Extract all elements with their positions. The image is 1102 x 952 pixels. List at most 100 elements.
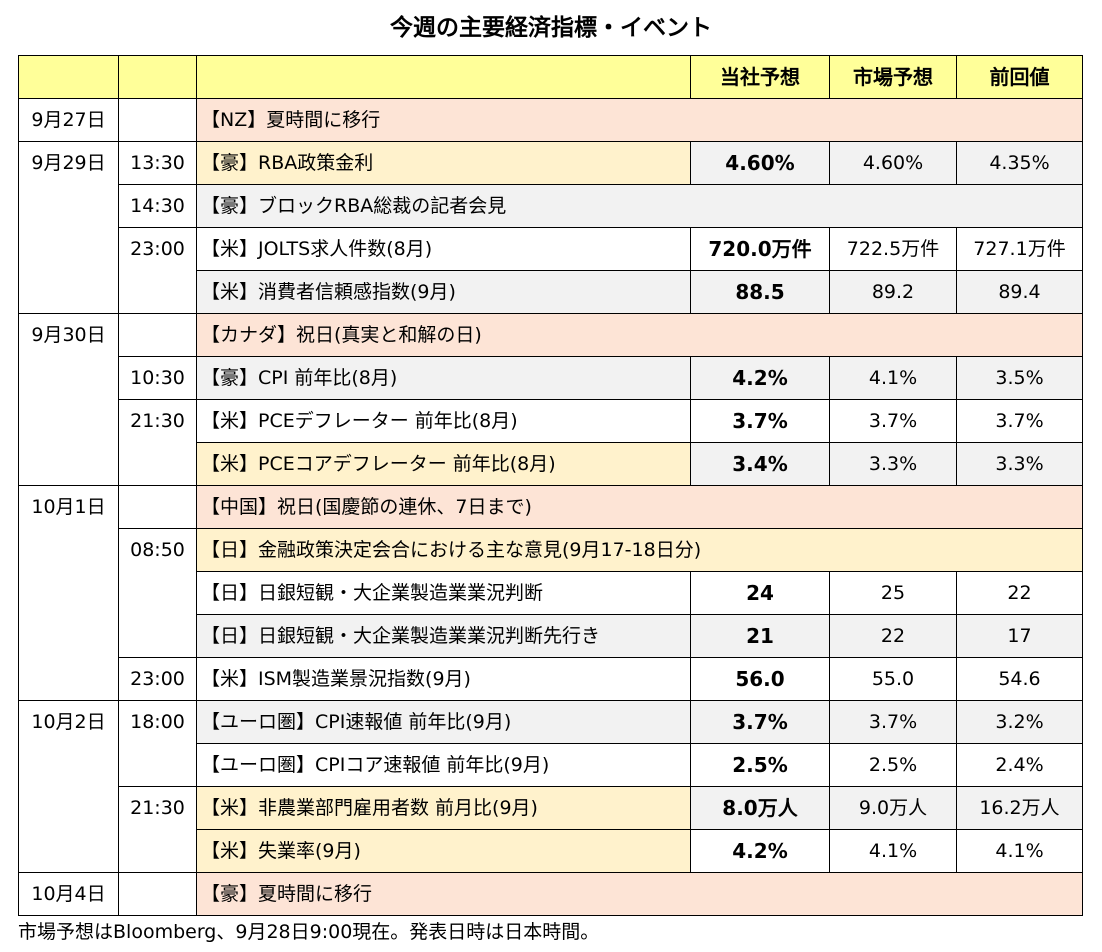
row-date bbox=[18, 614, 119, 658]
row-time: 08:50 bbox=[118, 528, 197, 572]
row-date: 9月29日 bbox=[18, 141, 119, 185]
row-time: 21:30 bbox=[118, 786, 197, 830]
row-forecast: 4.60% bbox=[690, 141, 830, 185]
row-previous: 3.5% bbox=[956, 356, 1083, 400]
row-date bbox=[18, 786, 119, 830]
row-forecast: 720.0万件 bbox=[690, 227, 830, 271]
table-row: 14:30 【豪】ブロックRBA総裁の記者会見 bbox=[18, 184, 1083, 228]
row-market: 3.7% bbox=[829, 700, 957, 744]
row-date: 10月4日 bbox=[18, 872, 119, 916]
row-event: 【豪】ブロックRBA総裁の記者会見 bbox=[196, 184, 1083, 228]
row-date bbox=[18, 399, 119, 443]
row-market: 722.5万件 bbox=[829, 227, 957, 271]
row-time: 13:30 bbox=[118, 141, 197, 185]
row-time: 18:00 bbox=[118, 700, 197, 744]
row-date: 10月2日 bbox=[18, 700, 119, 744]
row-previous: 4.35% bbox=[956, 141, 1083, 185]
row-event: 【NZ】夏時間に移行 bbox=[196, 98, 1083, 142]
row-previous: 727.1万件 bbox=[956, 227, 1083, 271]
row-forecast: 3.7% bbox=[690, 399, 830, 443]
row-forecast: 3.7% bbox=[690, 700, 830, 744]
row-market: 89.2 bbox=[829, 270, 957, 314]
table-row: 21:30 【米】非農業部門雇用者数 前月比(9月) 8.0万人 9.0万人 1… bbox=[18, 786, 1083, 830]
row-event: 【ユーロ圏】CPIコア速報値 前年比(9月) bbox=[196, 743, 691, 787]
row-market: 55.0 bbox=[829, 657, 957, 701]
row-time bbox=[118, 485, 197, 529]
row-market: 9.0万人 bbox=[829, 786, 957, 830]
row-forecast: 8.0万人 bbox=[690, 786, 830, 830]
row-time bbox=[118, 614, 197, 658]
row-date: 9月27日 bbox=[18, 98, 119, 142]
row-previous: 16.2万人 bbox=[956, 786, 1083, 830]
row-event: 【豪】RBA政策金利 bbox=[196, 141, 691, 185]
row-time: 23:00 bbox=[118, 227, 197, 271]
footnote: 市場予想はBloomberg、9月28日9:00現在。発表日時は日本時間。 bbox=[18, 921, 600, 943]
economic-calendar-table: 当社予想 市場予想 前回値 9月27日 【NZ】夏時間に移行 9月29日 13:… bbox=[18, 55, 1083, 916]
page-title: 今週の主要経済指標・イベント bbox=[390, 15, 712, 41]
header-date-cell bbox=[18, 55, 119, 99]
row-time: 14:30 bbox=[118, 184, 197, 228]
row-market: 3.7% bbox=[829, 399, 957, 443]
row-event: 【米】JOLTS求人件数(8月) bbox=[196, 227, 691, 271]
table-row: 10月4日 【豪】夏時間に移行 bbox=[18, 872, 1083, 916]
row-previous: 3.3% bbox=[956, 442, 1083, 486]
row-market: 25 bbox=[829, 571, 957, 615]
row-time bbox=[118, 571, 197, 615]
row-event: 【米】ISM製造業景況指数(9月) bbox=[196, 657, 691, 701]
row-previous: 3.2% bbox=[956, 700, 1083, 744]
header-time-cell bbox=[118, 55, 197, 99]
row-event: 【日】日銀短観・大企業製造業業況判断先行き bbox=[196, 614, 691, 658]
row-market: 22 bbox=[829, 614, 957, 658]
table-row: 【日】日銀短観・大企業製造業業況判断先行き 21 22 17 bbox=[18, 614, 1083, 658]
row-date bbox=[18, 270, 119, 314]
row-forecast: 4.2% bbox=[690, 356, 830, 400]
row-previous: 54.6 bbox=[956, 657, 1083, 701]
row-event: 【中国】祝日(国慶節の連休、7日まで) bbox=[196, 485, 1083, 529]
row-date bbox=[18, 356, 119, 400]
row-event: 【ユーロ圏】CPI速報値 前年比(9月) bbox=[196, 700, 691, 744]
row-time: 21:30 bbox=[118, 399, 197, 443]
header-market: 市場予想 bbox=[829, 55, 957, 99]
table-row: 【ユーロ圏】CPIコア速報値 前年比(9月) 2.5% 2.5% 2.4% bbox=[18, 743, 1083, 787]
row-forecast: 56.0 bbox=[690, 657, 830, 701]
table-row: 【米】消費者信頼感指数(9月) 88.5 89.2 89.4 bbox=[18, 270, 1083, 314]
row-event: 【米】失業率(9月) bbox=[196, 829, 691, 873]
row-time bbox=[118, 270, 197, 314]
row-forecast: 21 bbox=[690, 614, 830, 658]
row-event: 【日】金融政策決定会合における主な意見(9月17-18日分) bbox=[196, 528, 1083, 572]
row-event: 【米】消費者信頼感指数(9月) bbox=[196, 270, 691, 314]
table-row: 【米】PCEコアデフレーター 前年比(8月) 3.4% 3.3% 3.3% bbox=[18, 442, 1083, 486]
row-date bbox=[18, 227, 119, 271]
row-date bbox=[18, 743, 119, 787]
header-event-cell bbox=[196, 55, 691, 99]
row-event: 【豪】夏時間に移行 bbox=[196, 872, 1083, 916]
row-previous: 17 bbox=[956, 614, 1083, 658]
row-forecast: 88.5 bbox=[690, 270, 830, 314]
row-time: 23:00 bbox=[118, 657, 197, 701]
row-date: 10月1日 bbox=[18, 485, 119, 529]
row-forecast: 24 bbox=[690, 571, 830, 615]
row-event: 【日】日銀短観・大企業製造業業況判断 bbox=[196, 571, 691, 615]
row-previous: 22 bbox=[956, 571, 1083, 615]
table-row: 9月27日 【NZ】夏時間に移行 bbox=[18, 98, 1083, 142]
table-row: 23:00 【米】ISM製造業景況指数(9月) 56.0 55.0 54.6 bbox=[18, 657, 1083, 701]
header-previous: 前回値 bbox=[956, 55, 1083, 99]
table-row: 9月29日 13:30 【豪】RBA政策金利 4.60% 4.60% 4.35% bbox=[18, 141, 1083, 185]
header-forecast: 当社予想 bbox=[690, 55, 830, 99]
row-date bbox=[18, 657, 119, 701]
row-event: 【カナダ】祝日(真実と和解の日) bbox=[196, 313, 1083, 357]
row-time: 10:30 bbox=[118, 356, 197, 400]
row-forecast: 2.5% bbox=[690, 743, 830, 787]
table-row: 10月1日 【中国】祝日(国慶節の連休、7日まで) bbox=[18, 485, 1083, 529]
row-event: 【米】PCEデフレーター 前年比(8月) bbox=[196, 399, 691, 443]
row-market: 3.3% bbox=[829, 442, 957, 486]
table-header-row: 当社予想 市場予想 前回値 bbox=[18, 55, 1083, 99]
table-row: 【日】日銀短観・大企業製造業業況判断 24 25 22 bbox=[18, 571, 1083, 615]
table-row: 23:00 【米】JOLTS求人件数(8月) 720.0万件 722.5万件 7… bbox=[18, 227, 1083, 271]
row-time bbox=[118, 313, 197, 357]
table-row: 10月2日 18:00 【ユーロ圏】CPI速報値 前年比(9月) 3.7% 3.… bbox=[18, 700, 1083, 744]
row-date bbox=[18, 528, 119, 572]
row-previous: 4.1% bbox=[956, 829, 1083, 873]
row-forecast: 3.4% bbox=[690, 442, 830, 486]
row-time bbox=[118, 829, 197, 873]
